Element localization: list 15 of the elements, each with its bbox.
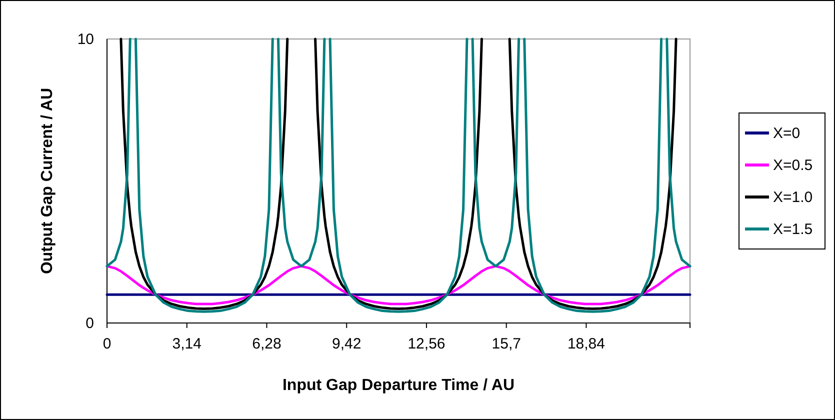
y-tick-label: 10 — [77, 30, 94, 48]
legend-label: X=0 — [773, 125, 800, 142]
x-tick-label: 3,14 — [172, 336, 202, 353]
x-tick-label: 15,7 — [492, 336, 521, 353]
x-tick-label: 6,28 — [252, 336, 282, 353]
line-series — [106, 264, 692, 306]
legend-label: X=1.5 — [773, 221, 813, 238]
x-tick-label: 18,84 — [567, 336, 605, 353]
x-tick-label: 12,56 — [408, 336, 446, 353]
x-tick-label: 0 — [102, 336, 112, 353]
x-tick-label: 9,42 — [332, 336, 362, 353]
legend-label: X=0.5 — [773, 157, 813, 174]
x-axis-title: Input Gap Departure Time / AU — [282, 377, 515, 394]
y-axis-title: Output Gap Current / AU — [39, 88, 56, 274]
legend-label: X=1.0 — [773, 189, 813, 206]
